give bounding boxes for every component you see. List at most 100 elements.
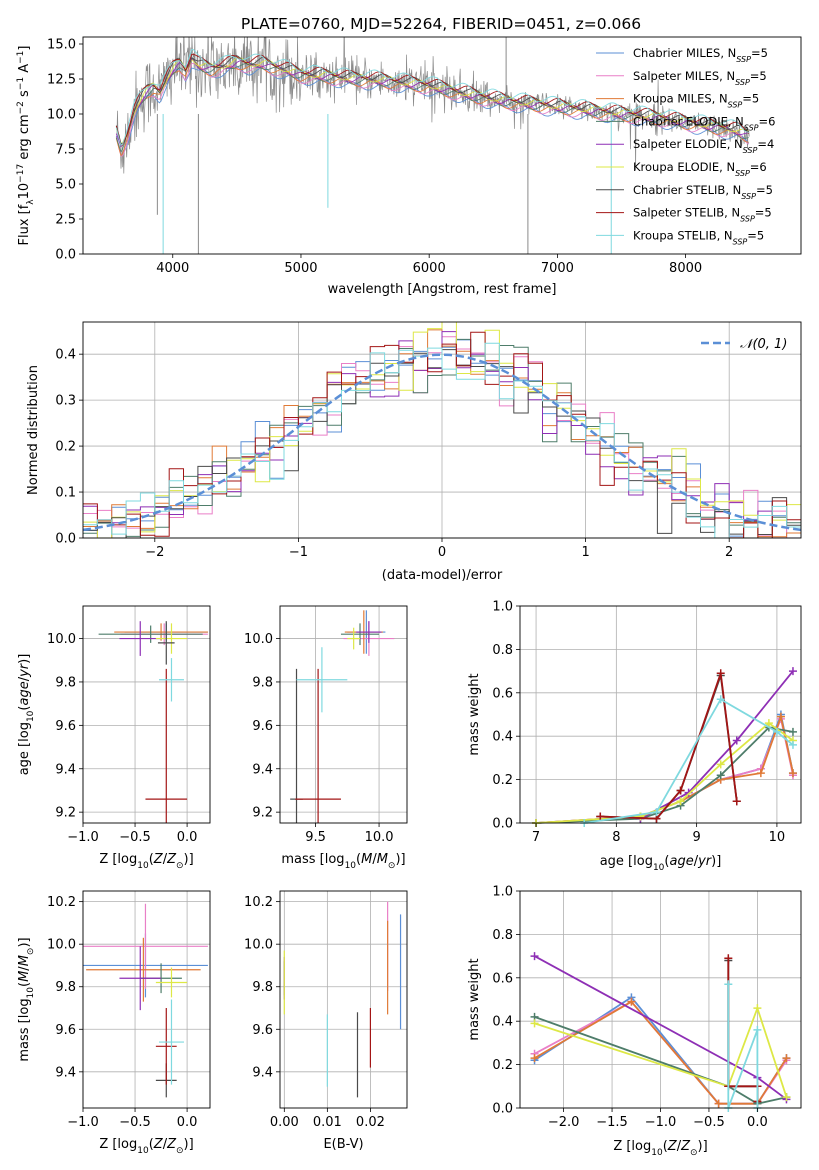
legend-text: Kroupa STELIB, N (633, 228, 733, 242)
legend-label-salpeter-stelib: Salpeter STELIB, NSSP=5 (633, 206, 772, 224)
y-axis-label-part: age (17, 681, 32, 705)
y-axis-label-part: λ (26, 199, 36, 205)
tick-label-y: 0.2 (55, 440, 76, 455)
series-marker (732, 736, 741, 745)
tick-label-x: 10.0 (365, 830, 394, 845)
point-kroupa-miles (86, 937, 201, 1002)
series-line (534, 1016, 787, 1105)
x-axis-label-part: ( (663, 1139, 668, 1154)
legend-label-salpeter-miles: Salpeter MILES, NSSP=5 (633, 69, 767, 87)
tick-label-y: 9.4 (55, 1065, 76, 1080)
y-axis-label-part: ] (17, 46, 32, 51)
figure-title: PLATE=0760, MJD=52264, FIBERID=0451, z=0… (241, 15, 641, 33)
legend-text: Chabrier STELIB, N (633, 183, 741, 197)
tick-label-y: 0.2 (492, 1058, 513, 1073)
point-kroupa-stelib (158, 658, 184, 702)
point-salpeter-stelib (295, 668, 341, 823)
point-kroupa-miles (114, 623, 208, 641)
y-axis-label-part: mass weight (467, 673, 482, 755)
series-line (584, 698, 794, 824)
series-line (536, 726, 794, 824)
y-axis-label-part: ( (17, 706, 32, 711)
x-axis-label-part: Z (667, 1139, 678, 1154)
x-axis-label-part: Z [log (99, 1137, 137, 1152)
tick-label-x: 8000 (669, 261, 702, 276)
tick-label-y: 9.4 (55, 762, 76, 777)
series-marker (716, 760, 725, 769)
tick-label-x: −1 (289, 545, 308, 560)
tick-label-x: 1 (581, 545, 589, 560)
series-marker (756, 769, 765, 778)
y-axis-label-part: s (17, 90, 32, 101)
legend-tail: =5 (751, 46, 768, 60)
y-axis-label: age [log10(age/yr)] (17, 654, 36, 776)
tick-label-x: −2 (145, 545, 164, 560)
series-marker (724, 954, 733, 963)
series-marker (714, 1099, 723, 1108)
x-axis-label-part: Z (153, 852, 164, 867)
y-axis-label-part: −1 (16, 51, 26, 64)
tick-label-x: −0.5 (119, 1115, 151, 1130)
panel-mass-weight-vs-Z: 0.0 0.2 0.4 0.6 0.8 1.0 −2.0 −1.5 −1.0 −0.5 0.0 Z [… (467, 885, 802, 1158)
y-axis-label-part: age [log (17, 722, 32, 775)
x-axis-label-part: )] (184, 852, 194, 867)
series-line (534, 1005, 788, 1098)
x-axis-label: Z [log10(Z/Z⊙)] (99, 852, 193, 871)
series-marker (788, 740, 797, 749)
x-axis-label: E(B-V) (323, 1137, 363, 1152)
tick-label-y: 0.0 (55, 248, 76, 263)
plot-area (290, 610, 395, 823)
tick-label-x: 8 (612, 830, 620, 845)
x-axis-label-part: ( (149, 852, 154, 867)
legend-tail: =5 (742, 92, 759, 106)
legend-sub: SSP (735, 77, 750, 86)
y-axis-label-part: −1 (16, 77, 26, 90)
x-axis-label-part: / (163, 1137, 168, 1152)
legend-sub: SSP (740, 214, 755, 223)
tick-label-y: 0.3 (55, 394, 76, 409)
tick-label-x: −1.0 (67, 1115, 99, 1130)
x-axis-label: age [log10(age/yr)] (600, 854, 722, 873)
x-axis-label: Z [log10(Z/Z⊙)] (99, 1137, 193, 1156)
legend-label-chabrier-miles: Chabrier MILES, NSSP=5 (633, 46, 768, 64)
x-axis-label-part: M (361, 852, 372, 867)
series-line (600, 673, 738, 820)
y-axis-label-part: erg cm (17, 114, 32, 163)
series-marker (753, 1025, 762, 1034)
tick-label-y: 1.0 (492, 885, 513, 900)
x-axis-label-part: ⊙ (388, 861, 396, 871)
legend-label-kroupa-stelib: Kroupa STELIB, NSSP=5 (633, 228, 764, 246)
series-marker (724, 980, 733, 989)
legend-text: Kroupa ELODIE, N (633, 160, 735, 174)
model-line-chabrier-elodie (115, 56, 749, 153)
y-axis-label: mass [log10(M/M⊙)] (17, 937, 36, 1061)
model-line-chabrier-stelib (115, 55, 750, 145)
x-axis-label: (data-model)/error (382, 568, 503, 583)
y-axis-label-part: A (17, 64, 32, 77)
series-marker (530, 1019, 539, 1028)
plot-area (98, 621, 208, 823)
x-axis-label-part: ( (149, 1137, 154, 1152)
tick-label-x: 2 (725, 545, 733, 560)
axes-frame (279, 605, 408, 824)
model-line-kroupa-stelib (115, 49, 749, 147)
tick-label-y: 10.2 (244, 895, 273, 910)
point-salpeter-stelib (155, 1008, 177, 1085)
series-line (727, 958, 759, 1102)
y-axis-label-part: 10 (17, 183, 32, 200)
legend-tail: =6 (750, 160, 767, 174)
axes-frame (82, 605, 211, 824)
tick-label-y: 0.8 (492, 928, 513, 943)
legend-tail: =5 (756, 183, 773, 197)
tick-label-y: 0.8 (492, 643, 513, 658)
series-marker (676, 786, 685, 795)
series-line (727, 984, 759, 1109)
y-axis-label-part: −17 (16, 164, 26, 183)
legend-tail: =5 (750, 69, 767, 83)
x-axis-label-part: (data-model)/error (382, 568, 503, 583)
tick-label-y: 9.8 (55, 675, 76, 690)
tick-label-x: 9 (692, 830, 700, 845)
legend-sub: SSP (735, 169, 750, 178)
y-axis-label-part: Normed distribution (26, 365, 41, 495)
